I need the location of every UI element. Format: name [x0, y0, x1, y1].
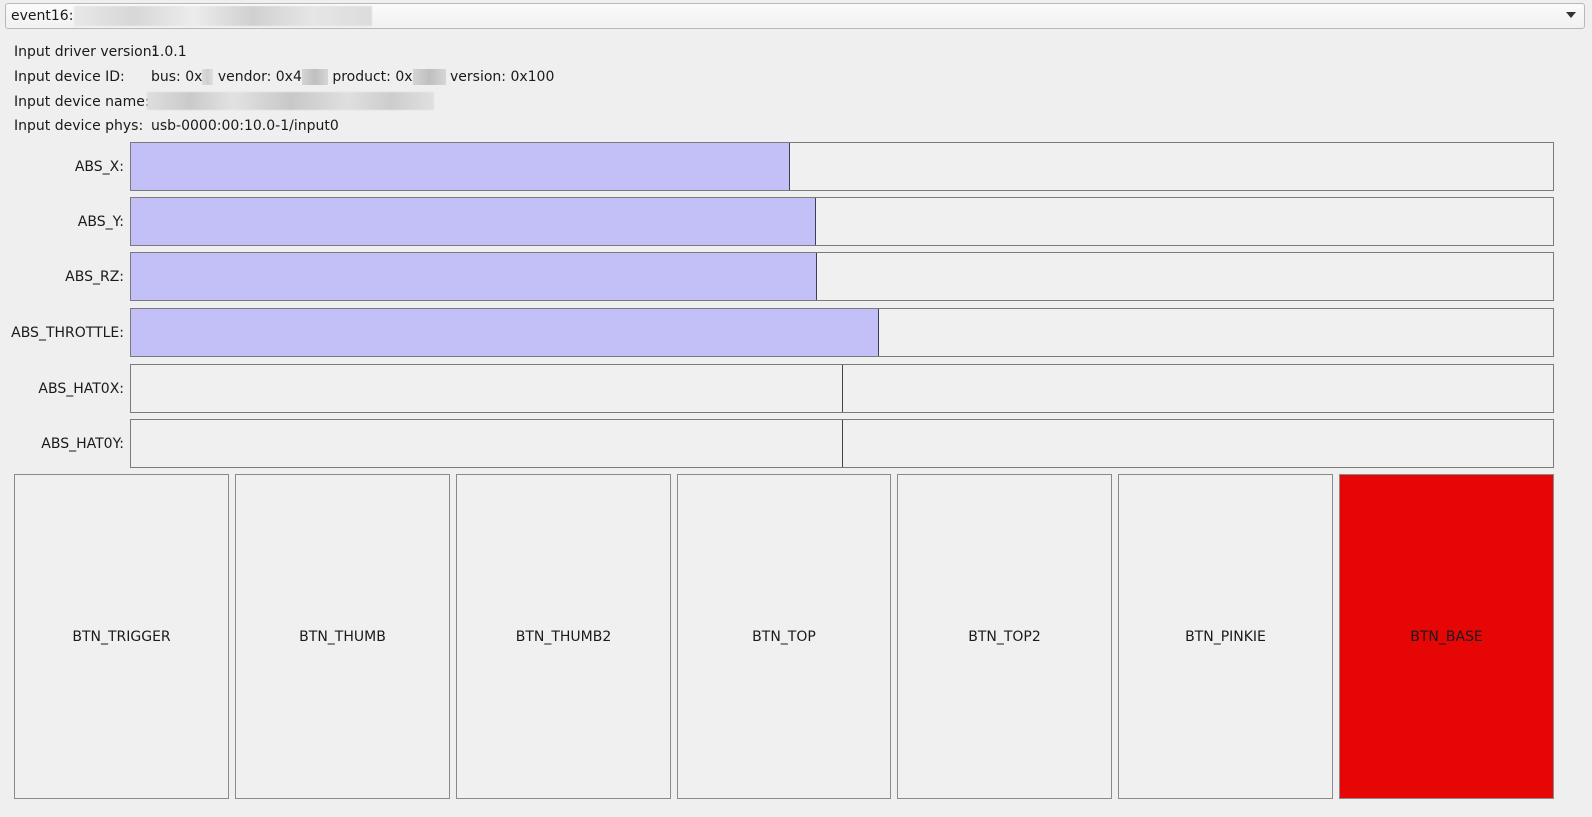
driver-version-value: 1.0.1 [151, 44, 187, 60]
axis-row: ABS_THROTTLE: [0, 308, 1592, 358]
product-redaction [412, 69, 446, 85]
axis-bar [130, 419, 1554, 468]
device-name-redaction [147, 92, 434, 110]
axis-fill [131, 309, 879, 356]
axis-center-marker [842, 365, 843, 412]
axis-fill [131, 143, 791, 190]
button-label: BTN_TOP2 [968, 628, 1041, 645]
axis-fill [131, 253, 818, 300]
device-select[interactable]: event16: [5, 3, 1585, 29]
axis-bar [130, 252, 1554, 301]
button-indicator: BTN_PINKIE [1118, 474, 1333, 799]
axis-label: ABS_X: [74, 159, 124, 175]
axis-row: ABS_HAT0Y: [0, 419, 1592, 469]
axis-row: ABS_RZ: [0, 252, 1592, 302]
vendor-redaction [301, 69, 328, 85]
axis-fill [131, 198, 816, 245]
button-indicator: BTN_TOP2 [897, 474, 1112, 799]
button-indicator: BTN_BASE [1339, 474, 1554, 799]
button-label: BTN_TRIGGER [72, 628, 171, 645]
device-id-label: Input device ID: [14, 69, 125, 85]
button-indicator: BTN_THUMB [235, 474, 450, 799]
device-phys-label: Input device phys: [14, 118, 144, 134]
button-label: BTN_TOP [752, 628, 816, 645]
device-phys-value: usb-0000:00:10.0-1/input0 [151, 118, 339, 134]
device-name-redaction [74, 6, 373, 26]
device-select-prefix: event16: [11, 8, 74, 24]
chevron-down-icon[interactable] [1566, 10, 1576, 20]
device-id-bus: bus: 0x [151, 69, 203, 85]
device-id-value: bus: 0x vendor: 0x4 product: 0x version:… [151, 69, 554, 85]
button-indicator: BTN_TRIGGER [14, 474, 229, 799]
bus-redaction [202, 69, 214, 85]
axis-bar [130, 197, 1554, 246]
device-id-vendor: vendor: 0x4 [217, 69, 302, 85]
axis-label: ABS_HAT0Y: [41, 436, 124, 452]
axis-row: ABS_X: [0, 142, 1592, 192]
button-indicator: BTN_THUMB2 [456, 474, 671, 799]
axis-bar [130, 308, 1554, 357]
axis-label: ABS_Y: [77, 214, 124, 230]
driver-version-label: Input driver version: [14, 44, 157, 60]
button-indicator: BTN_TOP [677, 474, 891, 799]
axis-row: ABS_HAT0X: [0, 364, 1592, 414]
axis-label: ABS_RZ: [65, 269, 124, 285]
device-name-label: Input device name: [14, 94, 150, 110]
device-id-version: version: 0x100 [450, 69, 555, 85]
button-label: BTN_BASE [1410, 628, 1483, 645]
axis-label: ABS_THROTTLE: [11, 325, 124, 341]
button-label: BTN_PINKIE [1185, 628, 1266, 645]
button-label: BTN_THUMB2 [515, 628, 612, 645]
button-label: BTN_THUMB [299, 628, 386, 645]
axis-row: ABS_Y: [0, 197, 1592, 247]
axis-center-marker [842, 420, 843, 467]
device-id-product: product: 0x [332, 69, 413, 85]
axis-bar [130, 364, 1554, 413]
axis-bar [130, 142, 1554, 191]
axis-label: ABS_HAT0X: [38, 381, 124, 397]
